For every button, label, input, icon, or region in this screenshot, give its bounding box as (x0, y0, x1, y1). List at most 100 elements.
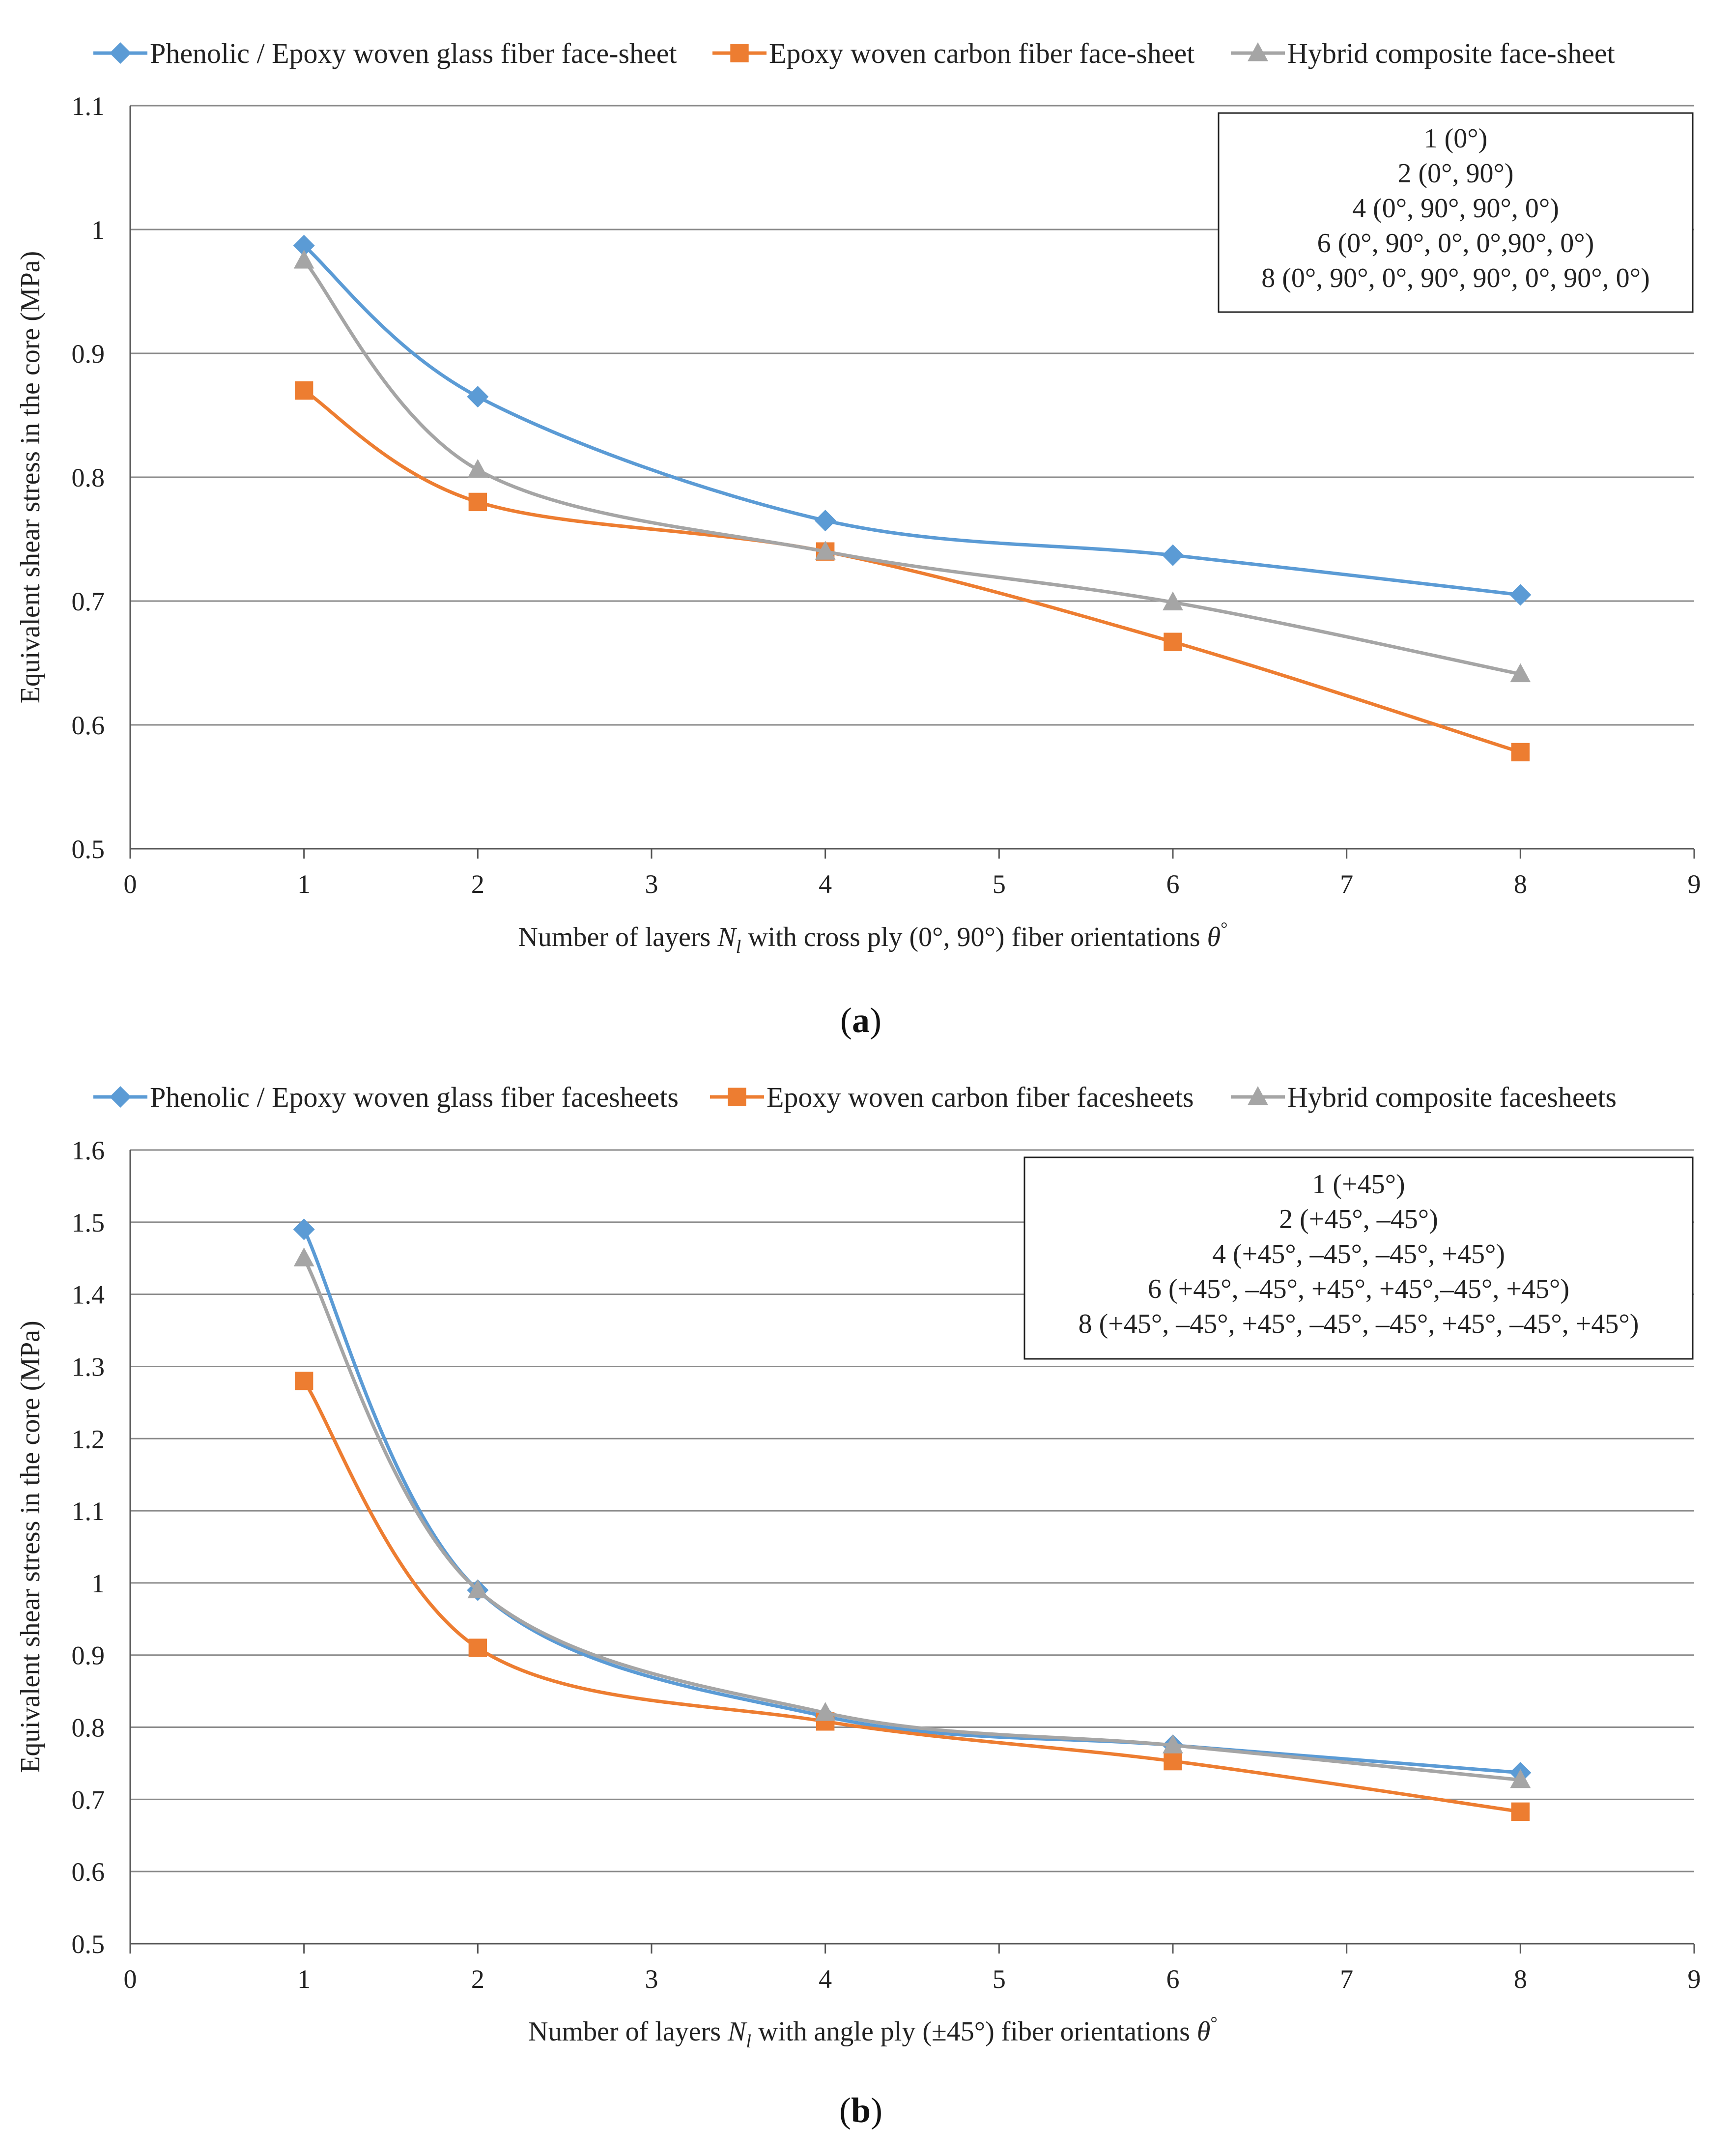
data-point (294, 381, 313, 400)
legend-label: Epoxy woven carbon fiber face-sheet (769, 37, 1194, 69)
x-tick-label: 4 (819, 1964, 832, 1994)
legend-entry: Hybrid composite face-sheet (1231, 37, 1615, 69)
annotation-line: 6 (+45°, –45°, +45°, +45°,–45°, +45°) (1148, 1274, 1569, 1304)
data-point (293, 250, 314, 269)
x-tick-label: 9 (1688, 1964, 1701, 1994)
annotation-line: 4 (+45°, –45°, –45°, +45°) (1212, 1239, 1505, 1269)
annotation-line: 1 (+45°) (1312, 1169, 1405, 1200)
annotation-frame (1023, 1156, 1694, 1360)
data-point (1511, 1802, 1530, 1821)
y-tick-label: 1.6 (72, 1136, 105, 1165)
legend-label: Phenolic / Epoxy woven glass fiber face-… (150, 37, 677, 69)
x-axis-title: Number of layers Nl with cross ply (0°, … (518, 919, 1227, 957)
annotation-line: 2 (0°, 90°) (1397, 158, 1513, 189)
legend-marker (110, 42, 131, 64)
annotation-frame (1218, 112, 1694, 313)
series-line (302, 259, 1521, 676)
y-tick-label: 0.6 (72, 1857, 105, 1887)
data-point (294, 1372, 313, 1390)
legend-entry: Phenolic / Epoxy woven glass fiber face-… (93, 37, 677, 69)
data-point (467, 459, 488, 478)
x-tick-label: 1 (297, 1964, 311, 1994)
legend-marker (730, 44, 749, 62)
x-tick-label: 2 (471, 869, 484, 899)
y-tick-label: 0.5 (72, 1929, 105, 1959)
annotation-line: 4 (0°, 90°, 90°, 0°) (1352, 193, 1559, 224)
legend-entry: Epoxy woven carbon fiber facesheets (710, 1081, 1194, 1113)
subfigure-caption: (b) (839, 2091, 882, 2130)
legend-entry: Hybrid composite facesheets (1231, 1081, 1617, 1113)
data-point (468, 1639, 487, 1657)
legend-label: Epoxy woven carbon fiber facesheets (767, 1081, 1194, 1113)
data-point (1163, 591, 1183, 611)
annotation-line: 8 (+45°, –45°, +45°, –45°, –45°, +45°, –… (1079, 1309, 1639, 1339)
y-tick-label: 0.9 (72, 339, 105, 369)
data-point (1509, 584, 1532, 606)
data-point (814, 510, 836, 532)
annotation-line: 1 (0°) (1424, 123, 1488, 154)
x-tick-label: 8 (1514, 1964, 1527, 1994)
legend-entry: Epoxy woven carbon fiber face-sheet (712, 37, 1194, 69)
data-point (1162, 544, 1184, 566)
x-tick-label: 6 (1166, 1964, 1180, 1994)
y-axis-title: Equivalent shear stress in the core (MPa… (15, 1321, 46, 1773)
annotation-box: 1 (+45°) 2 (+45°, –45°) 4 (+45°, –45°, –45… (1023, 1156, 1694, 1360)
y-tick-label: 1.4 (72, 1280, 105, 1310)
chart-b: Phenolic / Epoxy woven glass fiber faces… (15, 1081, 1701, 2130)
legend-marker (728, 1088, 746, 1106)
x-tick-label: 3 (645, 1964, 658, 1994)
x-tick-label: 9 (1688, 869, 1701, 899)
legend-marker (110, 1086, 131, 1108)
y-tick-label: 0.5 (72, 834, 105, 864)
data-point (468, 492, 487, 512)
y-tick-label: 0.7 (72, 1785, 105, 1814)
series-line (303, 389, 1521, 754)
x-axis-title: Number of layers Nl with angle ply (±45°… (528, 2013, 1218, 2052)
legend-marker (1248, 42, 1268, 61)
data-point (1164, 632, 1182, 651)
y-tick-label: 1 (91, 215, 105, 245)
x-tick-label: 0 (124, 869, 137, 899)
series-line (303, 244, 1521, 597)
y-tick-label: 0.7 (72, 587, 105, 616)
annotation-line: 6 (0°, 90°, 0°, 0°,90°, 0°) (1317, 228, 1594, 259)
x-tick-label: 5 (993, 869, 1006, 899)
chart-a: Phenolic / Epoxy woven glass fiber face-… (15, 37, 1701, 1040)
annotation-line: 2 (+45°, –45°) (1279, 1204, 1438, 1235)
data-point (467, 1579, 488, 1599)
y-tick-label: 0.6 (72, 711, 105, 740)
legend-label: Hybrid composite face-sheet (1287, 37, 1615, 69)
y-tick-label: 1.1 (72, 1496, 105, 1526)
x-tick-label: 6 (1166, 869, 1180, 899)
x-tick-label: 3 (645, 869, 658, 899)
data-point (467, 386, 489, 408)
x-tick-label: 4 (819, 869, 832, 899)
data-point (815, 1702, 836, 1721)
x-tick-label: 8 (1514, 869, 1527, 899)
x-tick-label: 5 (993, 1964, 1006, 1994)
annotation-line: 8 (0°, 90°, 0°, 90°, 90°, 0°, 90°, 0°) (1261, 263, 1649, 293)
y-tick-label: 0.9 (72, 1641, 105, 1670)
x-tick-label: 2 (471, 1964, 484, 1994)
y-tick-label: 1.3 (72, 1352, 105, 1381)
data-point (1510, 663, 1531, 683)
annotation-box: 1 (0°) 2 (0°, 90°) 4 (0°, 90°, 90°, 0°) 6 (… (1218, 112, 1694, 313)
legend-label: Hybrid composite facesheets (1287, 1081, 1617, 1113)
y-axis-title: Equivalent shear stress in the core (MPa… (15, 251, 46, 704)
x-tick-label: 7 (1340, 869, 1353, 899)
data-point (1163, 1734, 1183, 1754)
legend-entry: Phenolic / Epoxy woven glass fiber faces… (93, 1081, 679, 1113)
x-tick-label: 7 (1340, 1964, 1353, 1994)
x-tick-label: 1 (297, 869, 311, 899)
y-tick-label: 0.8 (72, 463, 105, 492)
data-point (1510, 1769, 1531, 1788)
data-point (1164, 1752, 1182, 1771)
legend-marker (1248, 1086, 1268, 1105)
data-point (1511, 743, 1530, 762)
data-point (293, 1218, 315, 1240)
subfigure-caption: (a) (840, 1001, 881, 1040)
y-tick-label: 1.1 (72, 91, 105, 121)
y-tick-label: 1 (91, 1569, 105, 1598)
legend-label: Phenolic / Epoxy woven glass fiber faces… (150, 1081, 679, 1113)
